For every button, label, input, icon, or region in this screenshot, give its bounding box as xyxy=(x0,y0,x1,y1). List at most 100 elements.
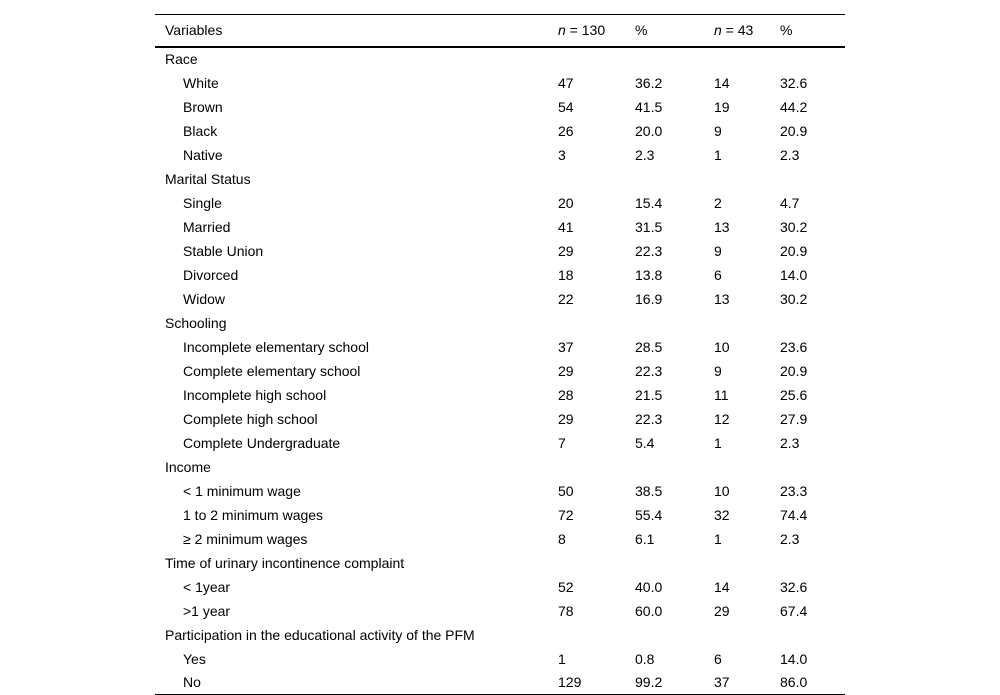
row-label: Married xyxy=(183,218,231,235)
cell-value: 14.0 xyxy=(780,650,808,667)
row-label: Complete high school xyxy=(183,410,318,427)
cell-value: 19 xyxy=(714,98,730,115)
cell-value: 60.0 xyxy=(635,602,663,619)
cell-value: 32 xyxy=(714,506,730,523)
section-label: Income xyxy=(165,458,211,475)
section-label: Schooling xyxy=(165,314,227,331)
cell-value: 20.9 xyxy=(780,242,808,259)
cell-value: 67.4 xyxy=(780,602,808,619)
table-container: Variables n = 130 % n = 43 % Race White 47… xyxy=(155,14,845,695)
cell-value: 3 xyxy=(558,146,566,163)
table-row: Black 26 20.0 9 20.9 xyxy=(155,119,845,143)
cell-value: 30.2 xyxy=(780,290,808,307)
table-row: Complete high school 29 22.3 12 27.9 xyxy=(155,407,845,431)
row-label: Yes xyxy=(183,650,206,667)
table-row: Native 3 2.3 1 2.3 xyxy=(155,143,845,167)
cell-value: 13 xyxy=(714,290,730,307)
cell-value: 1 xyxy=(558,650,566,667)
section-row: Marital Status xyxy=(155,167,845,191)
cell-value: 41.5 xyxy=(635,98,663,115)
cell-value: 29 xyxy=(558,410,574,427)
row-label: Brown xyxy=(183,98,223,115)
table-row: Divorced 18 13.8 6 14.0 xyxy=(155,263,845,287)
row-label: Incomplete elementary school xyxy=(183,338,369,355)
cell-value: 18 xyxy=(558,266,574,283)
table-row: ≥ 2 minimum wages 8 6.1 1 2.3 xyxy=(155,527,845,551)
table-row: Yes 1 0.8 6 14.0 xyxy=(155,647,845,671)
row-label: < 1 minimum wage xyxy=(183,482,301,499)
cell-value: 13 xyxy=(714,218,730,235)
cell-value: 4.7 xyxy=(780,194,800,211)
table-row: < 1year 52 40.0 14 32.6 xyxy=(155,575,845,599)
row-label: Native xyxy=(183,146,223,163)
cell-value: 86.0 xyxy=(780,674,808,691)
cell-value: 28.5 xyxy=(635,338,663,355)
table-row: Incomplete elementary school 37 28.5 10 23.6 xyxy=(155,335,845,359)
cell-value: 12 xyxy=(714,410,730,427)
cell-value: 20.0 xyxy=(635,122,663,139)
cell-value: 13.8 xyxy=(635,266,663,283)
demographics-table: Variables n = 130 % n = 43 % Race White 47… xyxy=(155,14,845,695)
cell-value: 28 xyxy=(558,386,574,403)
section-row: Race xyxy=(155,47,845,71)
cell-value: 37 xyxy=(558,338,574,355)
cell-value: 50 xyxy=(558,482,574,499)
section-row: Schooling xyxy=(155,311,845,335)
row-label: Widow xyxy=(183,290,226,307)
group2-size: = 43 xyxy=(721,22,754,39)
cell-value: 9 xyxy=(714,362,722,379)
cell-value: 9 xyxy=(714,242,722,259)
cell-value: 15.4 xyxy=(635,194,663,211)
cell-value: 27.9 xyxy=(780,410,808,427)
cell-value: 31.5 xyxy=(635,218,663,235)
cell-value: 37 xyxy=(714,674,730,691)
cell-value: 14.0 xyxy=(780,266,808,283)
cell-value: 2.3 xyxy=(635,146,655,163)
table-row: < 1 minimum wage 50 38.5 10 23.3 xyxy=(155,479,845,503)
cell-value: 10 xyxy=(714,482,730,499)
section-label: Time of urinary incontinence complaint xyxy=(165,554,405,571)
row-label: White xyxy=(183,74,219,91)
table-row: Stable Union 29 22.3 9 20.9 xyxy=(155,239,845,263)
cell-value: 2.3 xyxy=(780,146,800,163)
group1-size: = 130 xyxy=(565,22,606,39)
cell-value: 32.6 xyxy=(780,578,808,595)
cell-value: 38.5 xyxy=(635,482,663,499)
table-body: Race White 47 36.2 14 32.6 Brown 54 41.5 19 44.2 Bl… xyxy=(155,47,845,695)
table-row: Widow 22 16.9 13 30.2 xyxy=(155,287,845,311)
row-label: 1 to 2 minimum wages xyxy=(183,506,324,523)
column-header-n130: n = 130 xyxy=(558,15,635,47)
row-label: Divorced xyxy=(183,266,239,283)
section-label: Participation in the educational activit… xyxy=(165,626,475,643)
cell-value: 22.3 xyxy=(635,362,663,379)
section-label: Race xyxy=(165,51,198,67)
cell-value: 54 xyxy=(558,98,574,115)
cell-value: 72 xyxy=(558,506,574,523)
table-head: Variables n = 130 % n = 43 % xyxy=(155,15,845,47)
row-label: No xyxy=(183,674,201,691)
table-row: Complete elementary school 29 22.3 9 20.9 xyxy=(155,359,845,383)
cell-value: 78 xyxy=(558,602,574,619)
cell-value: 6 xyxy=(714,650,722,667)
cell-value: 6 xyxy=(714,266,722,283)
cell-value: 25.6 xyxy=(780,386,808,403)
cell-value: 1 xyxy=(714,434,722,451)
cell-value: 7 xyxy=(558,434,566,451)
row-label: Complete Undergraduate xyxy=(183,434,341,451)
cell-value: 23.3 xyxy=(780,482,808,499)
cell-value: 14 xyxy=(714,578,730,595)
row-label: Incomplete high school xyxy=(183,386,327,403)
cell-value: 29 xyxy=(558,362,574,379)
row-label: >1 year xyxy=(183,602,231,619)
table-row: No 129 99.2 37 86.0 xyxy=(155,671,845,695)
cell-value: 32.6 xyxy=(780,74,808,91)
cell-value: 10 xyxy=(714,338,730,355)
cell-value: 99.2 xyxy=(635,674,663,691)
cell-value: 129 xyxy=(558,674,582,691)
table-row: >1 year 78 60.0 29 67.4 xyxy=(155,599,845,623)
section-row: Time of urinary incontinence complaint xyxy=(155,551,845,575)
cell-value: 11 xyxy=(714,386,729,403)
italic-n-symbol: n xyxy=(714,22,722,39)
table-row: Brown 54 41.5 19 44.2 xyxy=(155,95,845,119)
cell-value: 52 xyxy=(558,578,574,595)
